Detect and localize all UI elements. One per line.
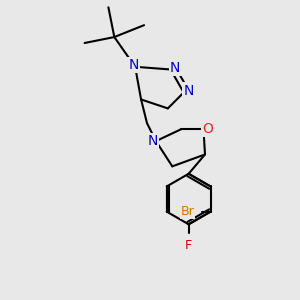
Text: N: N xyxy=(147,134,158,148)
Text: F: F xyxy=(185,239,192,252)
Text: N: N xyxy=(170,61,181,75)
Text: N: N xyxy=(128,58,139,72)
Text: Br: Br xyxy=(180,205,194,218)
Text: N: N xyxy=(184,84,194,98)
Text: O: O xyxy=(202,122,213,136)
